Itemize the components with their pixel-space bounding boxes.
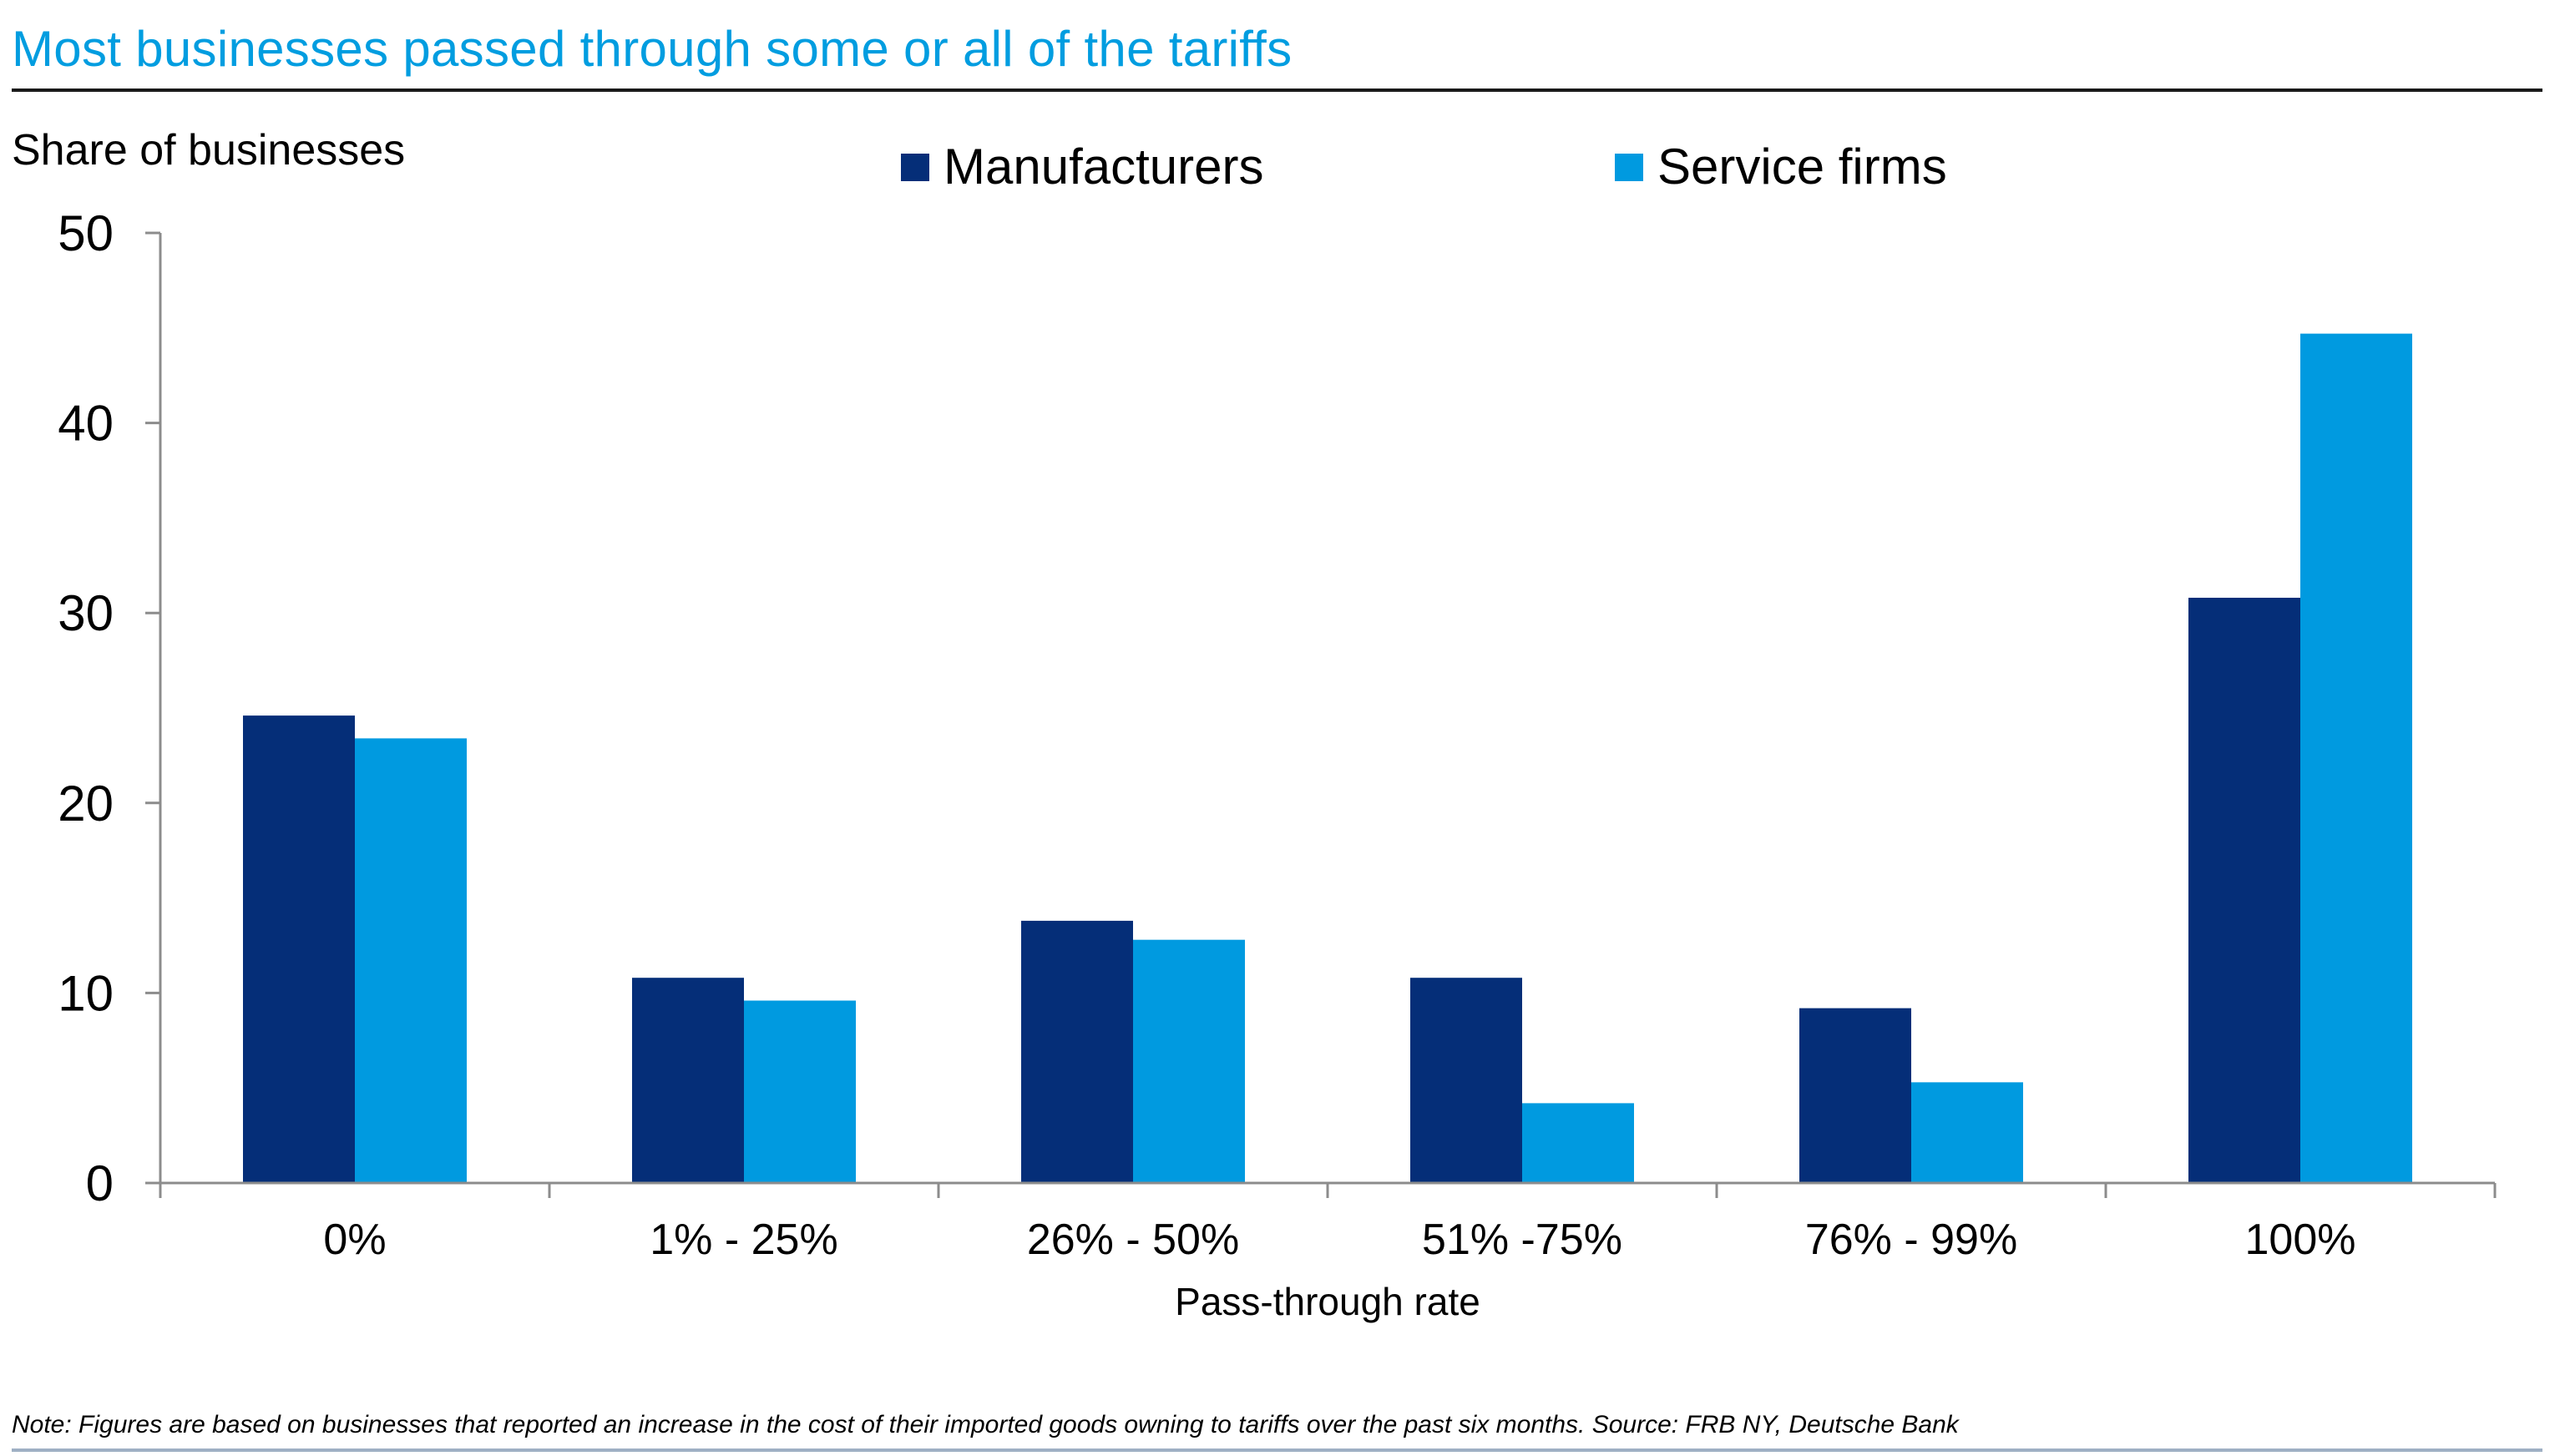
legend-label-service-firms: Service firms [1657, 139, 1947, 195]
bar-manufacturers-0 [243, 715, 355, 1183]
y-tick-label-10: 10 [58, 965, 114, 1021]
bar-service-firms-4 [1911, 1082, 2023, 1183]
bar-manufacturers-3 [1410, 978, 1522, 1183]
tick-labels-group: 0 10 20 30 40 50 0% 1% - 25% 26% - 50% 51% -75% 76… [58, 205, 2355, 1264]
bar-manufacturers-2 [1021, 920, 1133, 1183]
legend-item-manufacturers: Manufacturers [901, 142, 1264, 192]
x-tick-label-2: 26% - 50% [1027, 1216, 1239, 1264]
x-tick-label-5: 100% [2245, 1216, 2356, 1264]
bar-service-firms-0 [355, 738, 467, 1183]
footnote: Note: Figures are based on businesses th… [12, 1411, 1959, 1438]
y-tick-label-40: 40 [58, 396, 114, 452]
title-divider [12, 88, 2542, 92]
y-axis-title: Share of businesses [12, 126, 406, 174]
x-tick-label-4: 76% - 99% [1805, 1216, 2017, 1264]
legend-label-manufacturers: Manufacturers [944, 139, 1264, 195]
x-axis-title: Pass-through rate [1175, 1280, 1480, 1323]
bar-manufacturers-1 [632, 978, 744, 1183]
bar-manufacturers-4 [1799, 1008, 1911, 1183]
y-tick-label-0: 0 [86, 1155, 114, 1211]
bars-group [243, 333, 2412, 1183]
y-tick-label-50: 50 [58, 205, 114, 261]
bottom-divider [12, 1448, 2542, 1452]
bar-service-firms-5 [2300, 333, 2412, 1183]
legend-item-service-firms: Service firms [1615, 142, 1947, 192]
bar-service-firms-2 [1133, 939, 1245, 1183]
axes-group [145, 231, 2497, 1198]
legend-swatch-manufacturers [901, 153, 929, 181]
x-tick-label-0: 0% [323, 1216, 386, 1264]
y-tick-label-20: 20 [58, 776, 114, 832]
x-tick-label-1: 1% - 25% [650, 1216, 837, 1264]
y-tick-label-30: 30 [58, 585, 114, 641]
legend-swatch-service-firms [1615, 153, 1643, 181]
bar-service-firms-3 [1522, 1103, 1634, 1183]
bar-manufacturers-5 [2188, 597, 2300, 1183]
chart-title: Most businesses passed through some or a… [12, 21, 1293, 77]
bar-service-firms-1 [744, 1000, 856, 1183]
x-tick-label-3: 51% -75% [1422, 1216, 1622, 1264]
